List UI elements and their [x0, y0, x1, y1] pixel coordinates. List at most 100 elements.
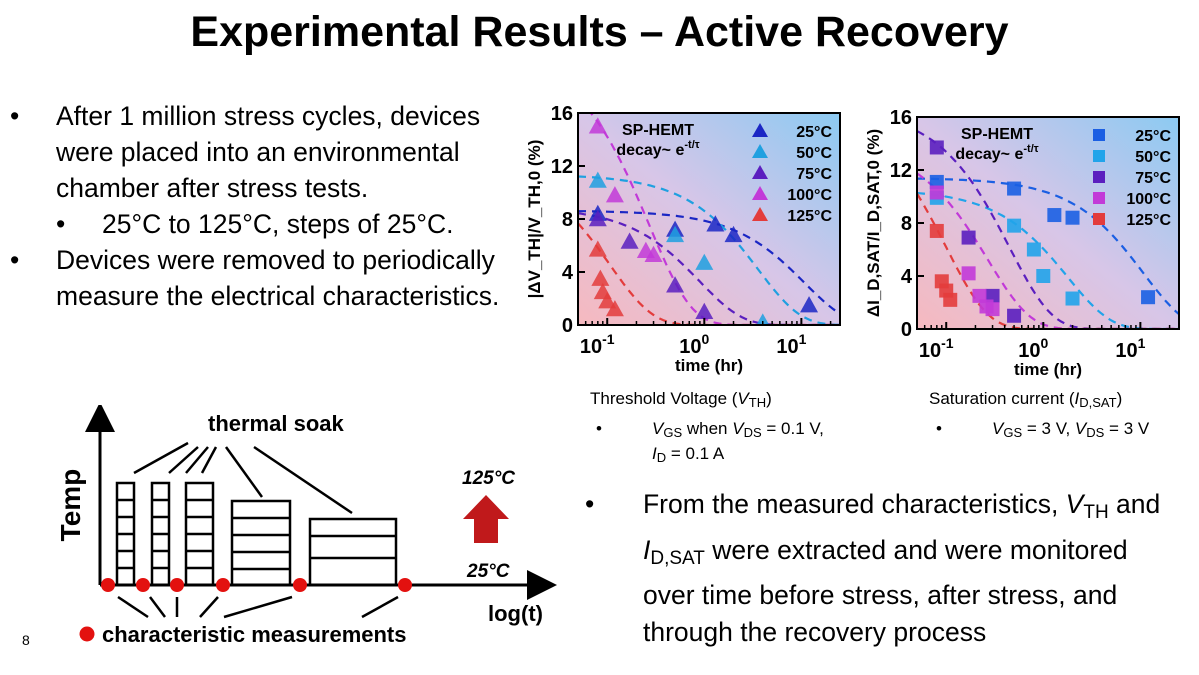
plot-background: [917, 117, 1179, 329]
x-tick-label: 101: [1115, 335, 1145, 362]
y-tick-label: 12: [890, 160, 912, 182]
x-tick-label: 100: [679, 331, 709, 358]
data-point: [1065, 291, 1080, 306]
data-point: [1036, 269, 1051, 283]
data-point: [756, 313, 770, 325]
fit-line: [917, 172, 1179, 329]
y-tick-label: 0: [901, 319, 912, 341]
legend-label: 50°C: [1135, 149, 1171, 166]
measurement-pointer-lines: [117, 595, 399, 619]
data-point: [695, 253, 714, 270]
vth-caption-conditions: • VGS when VDS = 0.1 V, ID = 0.1 A: [596, 418, 824, 468]
soak-pointer-lines: [133, 441, 353, 515]
thermal-soak-label: thermal soak: [208, 411, 344, 436]
data-point: [605, 300, 624, 317]
y-axis-label: ΔI_D,SAT/I_D,SAT,0 (%): [864, 129, 883, 317]
data-point: [1007, 218, 1022, 233]
thermal-soak-diagram: Temp log(t) thermal soak: [55, 405, 557, 647]
left-bullet-list: • After 1 million stress cycles, devices…: [10, 98, 525, 314]
soak-block: [184, 481, 215, 587]
bullet-marker: •: [56, 209, 66, 239]
soak-block: [230, 499, 292, 587]
data-point: [620, 232, 639, 249]
y-tick-label: 0: [562, 315, 573, 337]
bullet-marker: •: [10, 245, 20, 275]
data-point: [972, 288, 987, 303]
measurement-dots: [101, 578, 412, 592]
legend-marker: [1093, 150, 1105, 162]
bullet-item: • Devices were removed to periodically m…: [10, 242, 525, 314]
data-point: [1026, 242, 1041, 257]
fit-line: [578, 175, 840, 325]
data-point: [724, 225, 743, 243]
legend-label: 75°C: [1135, 170, 1171, 187]
bullet-text-2: Devices were removed to periodically mea…: [56, 245, 500, 311]
legend-label: 125°C: [787, 208, 832, 225]
legend-marker: [752, 123, 768, 137]
data-point: [588, 240, 607, 257]
vth-caption-title: Threshold Voltage (VTH): [590, 389, 772, 410]
fit-line: [917, 177, 1179, 315]
data-point: [591, 269, 610, 286]
fit-line: [578, 212, 840, 325]
legend-marker: [752, 207, 768, 221]
data-point: [929, 185, 944, 200]
x-tick-label: 101: [776, 331, 806, 358]
data-point: [666, 225, 685, 243]
data-point: [588, 210, 607, 227]
right-bullet-item: • From the measured characteristics, VTH…: [585, 486, 1185, 650]
x-axis-label: time (hr): [675, 356, 743, 375]
data-point: [666, 276, 685, 293]
page-number: 8: [22, 632, 30, 648]
sub-bullet-item: • 25°C to 125°C, steps of 25°C.: [10, 206, 525, 242]
bullet-marker: •: [10, 101, 20, 131]
t-low-label: 25°C: [466, 561, 510, 582]
annotation-title: SP-HEMT: [622, 122, 694, 139]
data-point: [961, 230, 976, 245]
idsat-caption-conditions: • VGS = 3 V, VDS = 3 V: [936, 418, 1149, 443]
data-point: [605, 186, 624, 203]
fit-line: [917, 130, 1179, 329]
data-point: [929, 174, 944, 189]
soak-block: [308, 517, 398, 587]
legend-marker: [1093, 213, 1105, 225]
fit-line: [578, 222, 840, 325]
legend-marker: [1093, 192, 1105, 204]
data-point: [644, 245, 663, 262]
bullet-text-1: After 1 million stress cycles, devices w…: [56, 101, 481, 203]
legend-label: 100°C: [1126, 191, 1171, 208]
legend-marker: [752, 165, 768, 179]
legend-label: 100°C: [787, 187, 832, 204]
soak-block: [150, 481, 171, 587]
data-point: [929, 223, 944, 238]
legend-marker: [752, 186, 768, 200]
data-point: [588, 171, 607, 188]
y-tick-label: 8: [562, 209, 573, 231]
data-point: [929, 140, 944, 155]
y-tick-label: 16: [890, 107, 912, 129]
data-point: [1007, 308, 1022, 323]
y-tick-label: 12: [551, 156, 573, 178]
measurement-legend-text: characteristic measurements: [102, 622, 407, 647]
annotation-decay: decay~ e-t/τ: [616, 139, 699, 159]
bullet-marker: •: [596, 419, 602, 438]
legend-dot: [79, 626, 95, 642]
data-point: [706, 215, 725, 232]
data-point: [598, 292, 617, 309]
slide-title: Experimental Results – Active Recovery: [190, 8, 1009, 56]
y-tick-label: 16: [551, 103, 573, 125]
legend-marker: [752, 144, 768, 158]
x-tick-label: 10-1: [919, 335, 954, 362]
x-tick-label: 100: [1018, 335, 1048, 362]
y-tick-label: 4: [901, 266, 913, 288]
annotation-title: SP-HEMT: [961, 126, 1033, 143]
legend-label: 50°C: [796, 145, 832, 162]
y-axis-label: |ΔV_TH|/V_TH,0 (%): [525, 140, 544, 299]
idsat-recovery-chart: 0 4 8 12 16 10-1 100 101 time (hr) ΔI_D,SAT/I_D,S…: [864, 107, 1180, 379]
temp-up-arrow: [463, 495, 509, 543]
data-point: [943, 292, 958, 307]
y-tick-label: 8: [901, 213, 912, 235]
temp-axis-label: Temp: [55, 469, 86, 542]
logt-axis-label: log(t): [488, 601, 543, 626]
y-tick-label: 4: [562, 262, 574, 284]
